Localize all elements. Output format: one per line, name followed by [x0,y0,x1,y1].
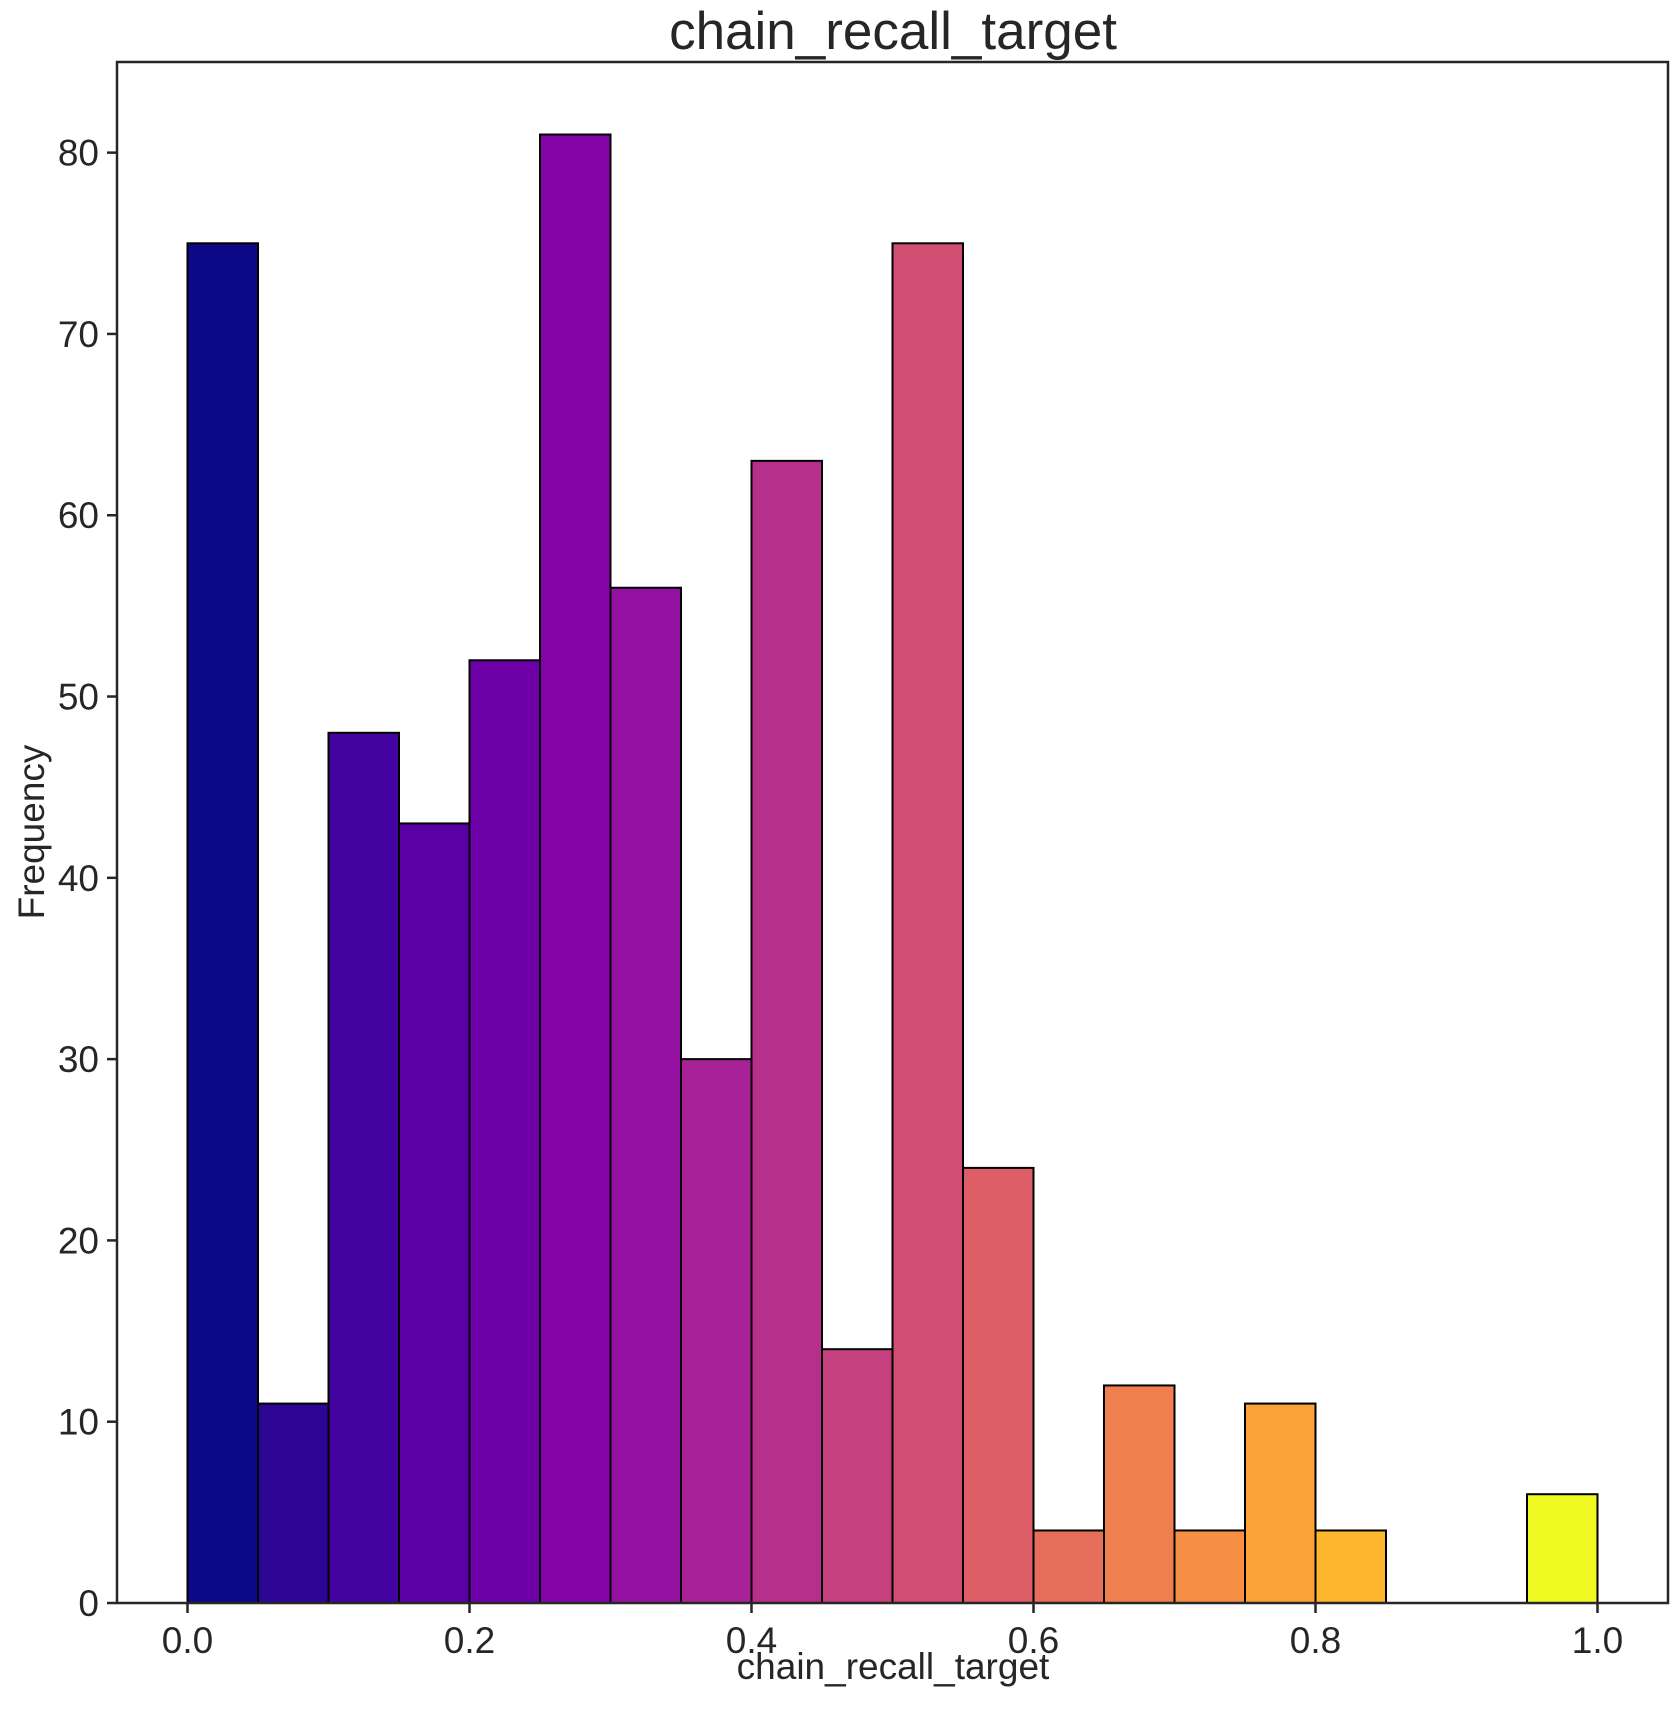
histogram-bar [398,822,471,1604]
histogram-bar [1032,1529,1105,1604]
histogram-bar [1526,1493,1599,1604]
histogram-bar [327,731,400,1604]
x-tick-label: 0.0 [162,1620,213,1661]
x-axis-label: chain_recall_target [737,1646,1050,1687]
histogram-bar [1173,1529,1246,1604]
histogram-bar [891,242,964,1605]
y-tick-label: 80 [58,133,99,174]
histogram-bar [257,1402,330,1604]
y-tick-label: 50 [58,677,99,718]
x-axis-ticks: 0.0 0.2 0.4 0.6 0.8 1.0 [162,1603,1623,1661]
histogram-bar [750,459,823,1604]
y-tick-label: 30 [58,1039,99,1080]
histogram-bar [821,1348,894,1604]
x-tick-label: 0.8 [1290,1620,1341,1661]
y-tick-label: 40 [58,858,99,899]
chart-title: chain_recall_target [669,2,1117,61]
x-tick-label: 0.6 [1008,1620,1059,1661]
histogram-bar [186,242,259,1605]
plot-frame [115,60,1670,1605]
bars-group [186,133,1599,1605]
histogram-bar [539,133,612,1604]
histogram-bar [962,1166,1035,1605]
y-tick-label: 60 [58,495,99,536]
x-tick-label: 0.4 [726,1620,777,1661]
y-axis-label: Frequency [11,744,52,919]
y-tick-label: 70 [58,314,99,355]
histogram-bar [1244,1402,1317,1604]
y-tick-label: 10 [58,1402,99,1443]
x-tick-label: 0.2 [444,1620,495,1661]
y-axis-ticks: 0 10 20 30 40 50 60 70 80 [58,133,117,1624]
histogram-bar [680,1058,753,1604]
y-tick-label: 0 [78,1583,99,1624]
histogram-bar [468,659,541,1604]
y-tick-label: 20 [58,1220,99,1261]
histogram-bar [609,586,682,1604]
histogram-bar [1103,1384,1176,1604]
histogram-bar [1314,1529,1387,1604]
x-tick-label: 1.0 [1572,1620,1623,1661]
